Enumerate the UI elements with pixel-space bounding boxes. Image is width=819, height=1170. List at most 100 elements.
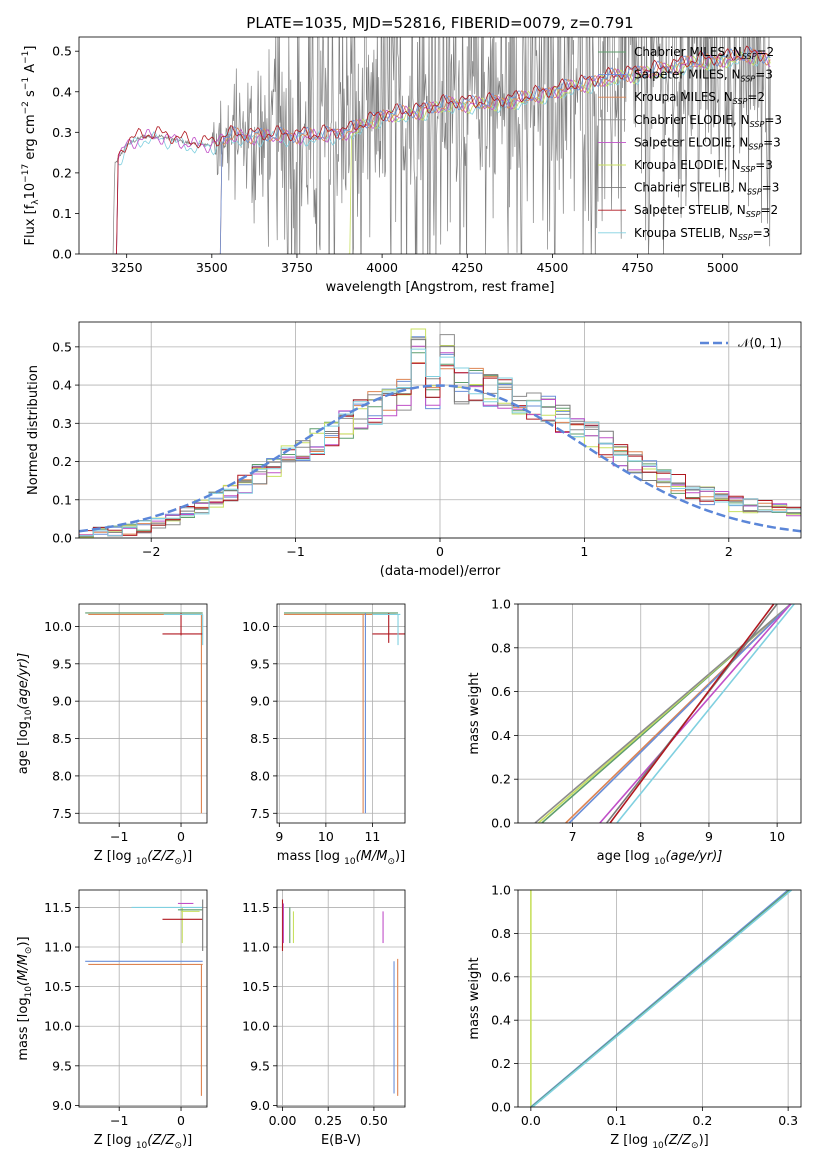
y-axis-label: mass weight [467,672,482,754]
x-tick-label: 5000 [707,260,739,275]
mass-vs-Z-panel: −1 0 9.0 9.5 10.0 10.5 11.0 11.5 Z [log 10(Z/Z⊙)… [16,889,208,1151]
legend-entry: Chabrier ELODIE, NSSP=3 [634,113,782,129]
axes-frame [78,889,208,1108]
legend-entry: Chabrier MILES, NSSP=2 [634,45,774,61]
x-tick-label: 0 [436,544,444,559]
spectrum-plot-area [112,37,771,254]
y-tick-label: 0.0 [491,1100,511,1115]
y-tick-label: 0.0 [52,247,72,262]
cumulative-line-kroupa-stelib [532,890,793,1107]
y-axis-label: Flux [fλ10−17 erg cm−2 s−1 A−1] [21,46,41,246]
residuals-plot-area [79,328,801,538]
legend-entry: Salpeter MILES, NSSP=3 [634,68,773,84]
y-tick-label: 10.0 [242,619,270,634]
axes-frame [517,889,802,1108]
x-axis-label: (data-model)/error [380,564,501,579]
age-vs-mass-panel: 9 10 11 7.5 8.0 8.5 9.0 9.5 10.0 mass [log 10(M/M… [242,603,406,867]
y-tick-label: 10.0 [242,1019,270,1034]
legend-entry: Kroupa STELIB, NSSP=3 [634,226,770,242]
x-tick-label: 0.3 [778,1113,798,1128]
x-axis-label: Z [log 10(Z/Z⊙)] [94,1133,192,1151]
cumulative-line-kroupa-stelib [616,604,795,823]
x-tick-label: −1 [110,829,128,844]
y-tick-label: 0.0 [52,531,72,546]
x-tick-label: −1 [110,1113,128,1128]
y-tick-label: 9.0 [52,694,72,709]
legend-entry: Chabrier STELIB, NSSP=3 [634,181,779,197]
cumulative-Z-panel: 0.0 0.1 0.2 0.3 0.0 0.2 0.4 0.6 0.8 1.0 Z [log 10(… [467,883,802,1151]
y-tick-label: 11.5 [44,900,72,915]
model-spectrum-kroupa-miles [218,48,771,254]
legend-entry: Kroupa MILES, NSSP=2 [634,90,765,106]
y-tick-label: 8.0 [52,768,72,783]
y-tick-label: 8.0 [250,768,270,783]
y-tick-label: 9.5 [52,656,72,671]
x-tick-label: 0.0 [521,1113,541,1128]
legend-entry: Kroupa ELODIE, NSSP=3 [634,158,773,174]
y-tick-label: 0.2 [52,454,72,469]
axes-frame [78,321,802,539]
y-tick-label: 10.0 [44,619,72,634]
x-tick-label: 8 [637,829,645,844]
x-tick-label: 10 [318,829,334,844]
x-tick-label: 2 [725,544,733,559]
age-vs-Z-panel: −1 0 7.5 8.0 8.5 9.0 9.5 10.0 Z [log 10(Z/Z⊙)] ag… [16,603,208,867]
x-tick-label: 0.1 [607,1113,627,1128]
x-tick-label: 4250 [451,260,483,275]
normal-curve [79,384,801,533]
axes-frame [276,889,406,1108]
y-tick-label: 0.8 [491,640,511,655]
y-tick-label: 10.5 [44,979,72,994]
y-tick-label: 8.5 [250,731,270,746]
x-tick-label: 0.50 [360,1113,388,1128]
cumulative-line-salpeter-miles [568,604,792,823]
y-tick-label: 0.4 [52,84,72,99]
cumulative-Z-plot-area [530,890,793,1107]
x-tick-label: 0 [177,829,185,844]
legend-entry: Salpeter ELODIE, NSSP=3 [634,135,781,151]
y-axis-label: mass [log10(M/M⊙)] [16,936,34,1060]
age-vs-mass-plot-area [283,612,405,814]
y-tick-label: 0.6 [491,684,511,699]
x-tick-label: 4500 [536,260,568,275]
spectrum-panel: 3250 3500 3750 4000 4250 4500 4750 5000 0.0 0.1 0.… [21,36,802,295]
y-tick-label: 0.8 [491,926,511,941]
x-tick-label: 0.25 [314,1113,342,1128]
age-vs-Z-plot-area [85,612,204,814]
y-tick-label: 9.5 [52,1058,72,1073]
x-tick-label: 4000 [366,260,398,275]
y-tick-label: 0.1 [52,492,72,507]
y-tick-label: 11.5 [242,900,270,915]
y-tick-label: 0.2 [52,165,72,180]
observed-spectrum-line [112,37,771,254]
y-tick-label: 10.0 [44,1019,72,1034]
y-tick-label: 0.4 [491,728,511,743]
legend-entry: Salpeter STELIB, NSSP=2 [634,203,778,219]
x-tick-label: 3750 [281,260,313,275]
x-tick-label: 10 [769,829,785,844]
x-tick-label: −2 [142,544,160,559]
y-tick-label: 0.4 [491,1013,511,1028]
x-tick-label: −1 [286,544,304,559]
y-tick-label: 11.0 [44,940,72,955]
axes-frame [276,603,406,824]
y-tick-label: 0.2 [491,772,511,787]
y-tick-label: 9.0 [250,1098,270,1113]
x-tick-label: 3250 [111,260,143,275]
y-tick-label: 0.3 [52,416,72,431]
y-tick-label: 9.0 [250,694,270,709]
cumulative-line-salpeter-stelib [609,604,775,823]
x-tick-label: 0.2 [692,1113,712,1128]
y-tick-label: 1.0 [491,597,511,612]
legend-entry: 𝒩(0, 1) [738,336,782,350]
x-axis-label: Z [log 10(Z/Z⊙)] [610,1133,708,1151]
y-tick-label: 9.0 [52,1098,72,1113]
x-tick-label: 4750 [622,260,654,275]
residuals-panel: −2 −1 0 1 2 0.0 0.1 0.2 0.3 0.4 0.5 (data-model)/er… [26,321,802,579]
model-spectrum-salpeter-stelib [114,45,771,254]
cumulative-line-salpeter-elodie [599,604,792,823]
y-tick-label: 1.0 [491,883,511,898]
y-tick-label: 0.6 [491,969,511,984]
axes-frame [78,603,208,824]
y-tick-label: 7.5 [52,806,72,821]
